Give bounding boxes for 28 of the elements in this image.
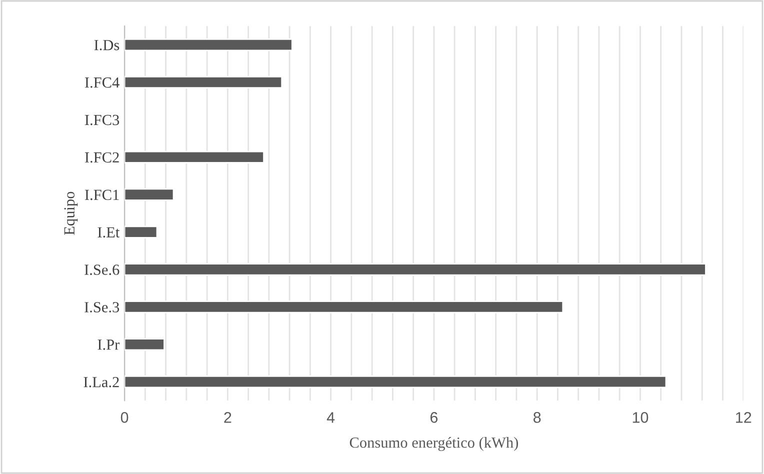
bar	[124, 38, 293, 52]
x-tick-label: 12	[736, 412, 752, 423]
bar	[124, 150, 264, 164]
y-tick-label: I.FC1	[84, 190, 119, 200]
x-tick-label: 6	[430, 412, 438, 423]
bar	[124, 263, 706, 276]
y-tick-label: I.Ds	[94, 40, 120, 50]
bar	[124, 226, 158, 238]
x-tick-label: 0	[120, 412, 128, 423]
y-tick-label: I.Se.3	[84, 302, 120, 312]
x-axis-title: Consumo energético (kWh)	[350, 436, 518, 451]
y-tick-label: I.FC4	[84, 77, 120, 88]
y-tick-label: I.Se.6	[84, 264, 120, 275]
x-tick-label: 2	[224, 412, 232, 423]
x-tick-label: 10	[632, 412, 648, 423]
y-tick-label: I.La.2	[84, 376, 119, 388]
y-tick-label: I.FC3	[84, 114, 120, 126]
bar	[124, 300, 564, 314]
x-tick-label: 4	[326, 412, 335, 423]
x-tick-label: 8	[534, 412, 541, 423]
y-axis-title: Equipo	[64, 192, 78, 235]
y-tick-label: I.Pr	[98, 340, 120, 350]
bar	[124, 375, 667, 388]
y-tick-label: I.Et	[98, 227, 120, 238]
bar	[124, 338, 165, 351]
bar	[124, 76, 283, 89]
bar	[124, 188, 174, 201]
y-tick-label: I.FC2	[84, 152, 119, 163]
